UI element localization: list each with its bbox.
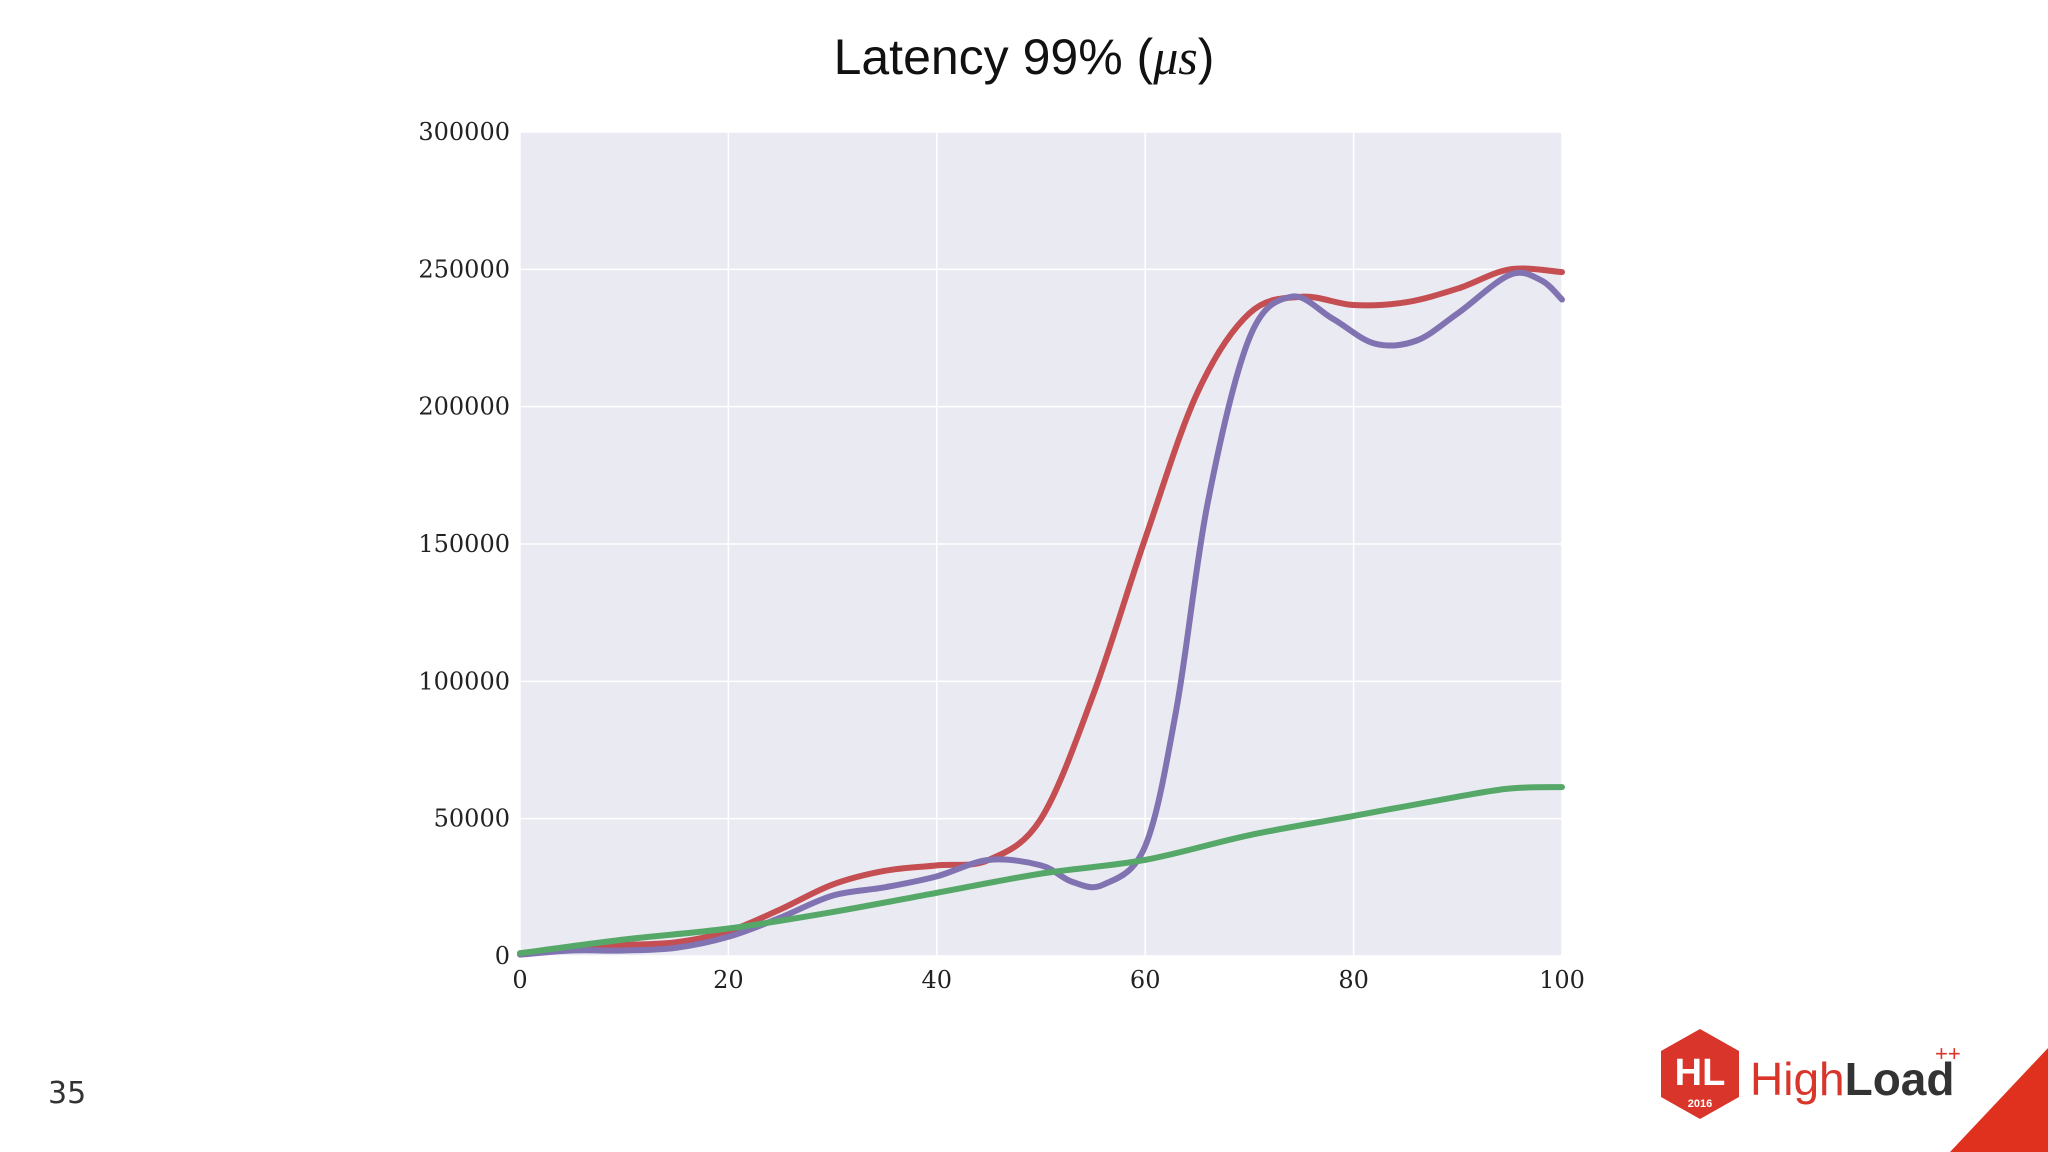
- x-tick-label: 80: [1338, 966, 1369, 994]
- y-tick-label: 300000: [418, 118, 510, 146]
- logo-brand-light: High: [1750, 1053, 1845, 1105]
- chart-title: Latency 99% (μs): [0, 28, 2048, 86]
- x-tick-label: 40: [922, 966, 953, 994]
- title-math-unit: μs: [1153, 29, 1198, 85]
- x-tick-labels: 0 20 40 60 80 100: [512, 966, 1585, 994]
- x-tick-label: 60: [1130, 966, 1161, 994]
- y-tick-labels: 0 50000 100000 150000 200000 250000 300000: [418, 118, 510, 970]
- page-number: 35: [48, 1076, 87, 1111]
- y-tick-label: 200000: [418, 393, 510, 421]
- logo-year: 2016: [1688, 1098, 1712, 1110]
- series-purple-line: [517, 269, 1565, 958]
- grid-lines: [519, 131, 1563, 957]
- series-layer: [517, 265, 1565, 958]
- highload-logo: HL 2016 HighLoad ++: [1661, 1029, 1961, 1119]
- logo-hexagon-icon: [1661, 1029, 1739, 1119]
- y-tick-label: 150000: [418, 530, 510, 558]
- series-green-line: [517, 784, 1565, 957]
- y-tick-label: 50000: [434, 805, 510, 833]
- x-tick-label: 20: [713, 966, 744, 994]
- logo-emblem-text: HL: [1675, 1052, 1726, 1094]
- y-tick-label: 0: [495, 942, 510, 970]
- title-suffix: ): [1197, 29, 1215, 85]
- logo-superscript: ++: [1935, 1041, 1961, 1066]
- x-tick-label: 100: [1539, 966, 1585, 994]
- x-tick-label: 0: [512, 966, 527, 994]
- logo-brand-text: HighLoad: [1750, 1053, 1955, 1105]
- y-tick-label: 100000: [418, 667, 510, 695]
- title-prefix: Latency 99% (: [833, 29, 1154, 85]
- series-red-line: [517, 265, 1565, 957]
- logo-brand-bold: Load: [1845, 1053, 1955, 1105]
- y-tick-label: 250000: [418, 255, 510, 283]
